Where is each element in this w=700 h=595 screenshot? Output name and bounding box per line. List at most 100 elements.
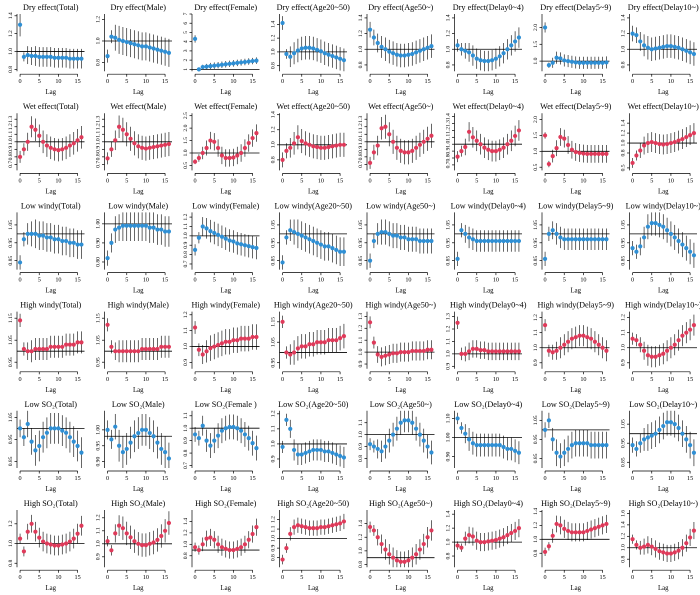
data-point [565,446,571,452]
data-point [231,424,236,430]
data-point [21,54,27,60]
x-axis-label: Lag [133,188,144,195]
data-point [21,237,27,242]
data-point [143,44,149,49]
y-tick-label: 1.2 [96,16,102,23]
data-point [219,153,225,158]
data-point [151,540,156,545]
data-point [493,349,499,354]
y-tick-label: 1.0 [446,141,452,148]
panel-12: Wet effect(Age50~)0 5 10 15Lag0.70.80.91.01… [358,102,435,195]
data-point [672,139,677,145]
x-tick-label: 5 [388,574,391,581]
panel-47: High SO₂(Delay10~) 0 5 10 15 Lag 0.8 1.0 1.2 1.4 1… [621,499,699,592]
data-point [371,35,377,40]
x-tick-label: 5 [650,277,653,284]
data-point [322,340,327,345]
data-point [425,45,430,50]
data-point [573,530,578,535]
x-tick-label: 5 [388,177,391,184]
data-point [60,344,65,349]
data-point [155,144,160,149]
panel-35: Low SO₂(Age20~50) 0 5 10 15 Lag 0.9 1.0 1.1 1.2 [271,400,349,493]
data-point [653,46,658,51]
data-point [489,443,495,448]
data-point [565,142,571,148]
data-point [295,231,301,236]
data-point [383,124,388,129]
data-point [155,537,160,543]
data-point [128,223,133,228]
x-tick-label: 0 [544,78,547,85]
data-point [668,231,674,236]
data-point [398,53,403,58]
y-tick-label: 0.80 [96,257,102,267]
y-tick-label: 0.85 [271,256,277,266]
data-point [219,234,225,239]
x-tick-label: 10 [230,475,236,482]
data-point [48,344,53,349]
data-point [474,443,479,448]
y-tick-label: 0.8 [446,154,452,161]
data-point [596,237,601,242]
y-tick-label: 1.1 [446,338,452,345]
data-point [284,51,289,57]
data-point [295,135,301,140]
x-tick-label: 15 [250,376,256,383]
x-tick-label: 15 [162,475,168,482]
data-point [546,63,552,68]
data-point [212,63,217,68]
panel-23: Low windy(Delay10~) 0 5 10 15 Lag 0.85 0.95 1.05 [621,201,700,294]
x-tick-label: 5 [563,574,566,581]
y-tick-label: 0.8 [183,251,189,258]
panel-13: Wet effect(Delay0~4)0 5 10 15Lag0.70.80.91.… [446,102,525,195]
data-point [147,346,152,352]
y-tick-label: 1.5 [183,137,189,144]
x-tick-label: 0 [456,574,459,581]
y-tick-label: 1.2 [8,30,14,37]
data-point [421,139,426,144]
x-tick-label: 10 [580,376,586,383]
x-tick-label: 0 [631,376,634,383]
data-point [367,442,373,447]
panel-title: Wet effect(Delay0~4) [453,102,524,111]
data-point [326,52,331,57]
x-axis-label: Lag [658,486,669,493]
data-point [215,232,221,238]
data-point [341,142,347,147]
panel-20: Low windy(Age50~) 0 5 10 15 Lag 0.85 0.95 1.05 [358,201,436,294]
panel-3: Dry effect(Age20~50) 0 5 10 15 Lag 0.8 1.0 1.2 1.… [271,3,351,96]
y-tick-label: 0.95 [96,357,102,367]
x-axis-label: Lag [483,89,494,96]
x-tick-label: 5 [563,475,566,482]
data-point [307,142,312,147]
data-point [402,418,407,423]
data-point [367,320,373,325]
data-point [413,348,419,354]
data-point [52,55,57,60]
y-tick-label: 1.0 [271,440,277,447]
data-point [653,431,658,436]
data-point [383,353,388,358]
x-tick-label: 10 [668,574,674,581]
data-point [573,149,578,155]
x-tick-label: 15 [162,277,168,284]
y-tick-label: 1.3 [446,313,452,320]
data-point [311,46,316,51]
data-point [569,147,575,152]
x-tick-label: 0 [194,177,197,184]
data-point [542,427,548,432]
data-point [417,432,423,437]
panel-title: Wet effect(Male) [110,102,166,111]
data-point [402,350,407,355]
data-point [33,529,38,534]
data-point [634,153,639,158]
data-point [238,60,244,65]
data-point [512,528,518,534]
data-point [124,446,129,452]
x-tick-label: 15 [425,277,431,284]
data-point [383,229,388,235]
y-tick-label: 1.0 [446,538,452,545]
x-axis-label: Lag [395,486,406,493]
y-tick-label: 1.0 [271,48,277,55]
